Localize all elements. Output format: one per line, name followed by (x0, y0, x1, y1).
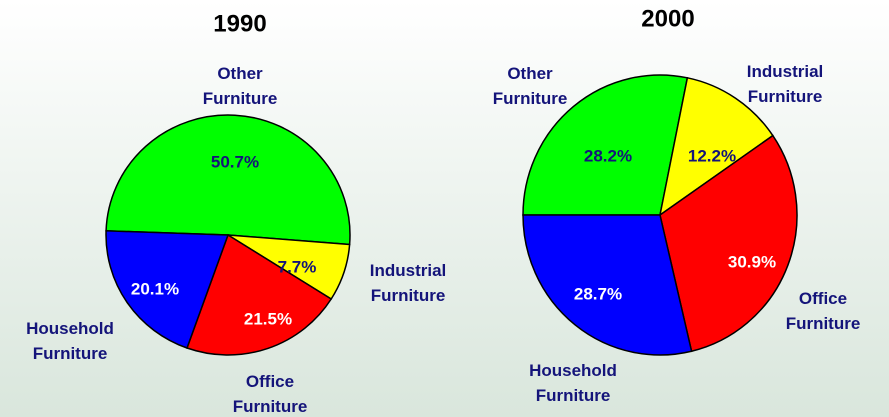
category-label: Industrial Furniture (747, 62, 824, 106)
category-label: Office Furniture (233, 372, 308, 416)
value-label: 21.5% (244, 309, 292, 328)
pie-slice (658, 76, 774, 217)
pie-slice (522, 74, 689, 216)
pie-slice (105, 114, 351, 246)
chart-title: 2000 (641, 5, 694, 32)
category-label: Industrial Furniture (370, 261, 447, 305)
value-label: 12.2% (688, 146, 736, 165)
pie-slice (522, 214, 693, 356)
value-label: 7.7% (278, 257, 317, 276)
chart-title: 1990 (213, 10, 266, 37)
value-label: 28.7% (574, 284, 622, 303)
value-label: 30.9% (728, 252, 776, 271)
category-label: Household Furniture (529, 361, 617, 405)
category-label: Other Furniture (493, 64, 568, 108)
category-label: Household Furniture (26, 319, 114, 363)
pie-slice (659, 134, 798, 353)
value-label: 28.2% (584, 146, 632, 165)
value-label: 20.1% (131, 279, 179, 298)
category-label: Office Furniture (786, 289, 861, 333)
value-label: 50.7% (211, 152, 259, 171)
category-label: Other Furniture (203, 64, 278, 108)
pie-slice (105, 230, 230, 349)
pie-slice (186, 233, 333, 356)
